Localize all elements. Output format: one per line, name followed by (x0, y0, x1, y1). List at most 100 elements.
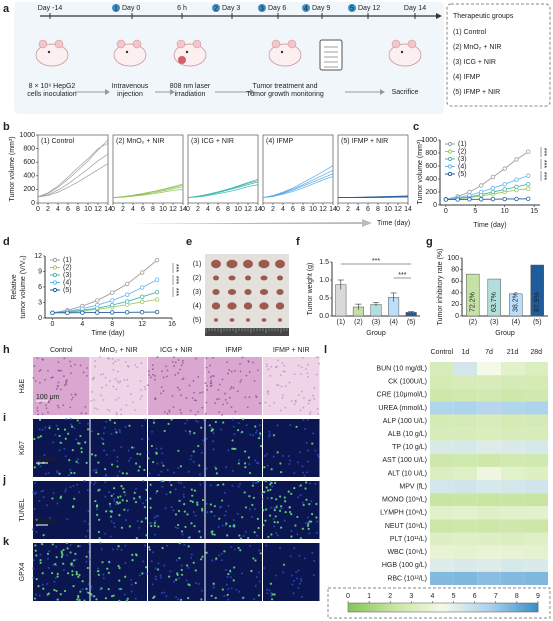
series-marker (526, 181, 531, 187)
nucleus (266, 464, 269, 467)
tumor (259, 288, 269, 296)
nucleus (68, 474, 71, 477)
nucleus (203, 442, 206, 445)
nucleus (283, 364, 286, 367)
stain-spot (119, 587, 122, 591)
nucleus (264, 401, 267, 404)
nucleus (257, 571, 260, 574)
nucleus (306, 372, 309, 375)
stain-spot (143, 468, 146, 472)
nucleus (186, 419, 189, 422)
x-tick-label: 8 (301, 206, 305, 213)
stain-spot (167, 422, 170, 426)
step-number: 1 (114, 5, 118, 12)
colorbar-frame (347, 602, 539, 613)
nucleus (289, 555, 292, 558)
stain-spot (283, 496, 286, 499)
heat-cell (453, 506, 478, 520)
stain-spot (270, 496, 273, 500)
heat-cell (477, 532, 501, 546)
nucleus (37, 460, 40, 463)
column-header: IFMP (225, 347, 242, 354)
stain-spot (254, 425, 257, 428)
nucleus (297, 569, 300, 572)
stain-spot (37, 585, 40, 588)
stain-spot (120, 485, 123, 488)
nucleus (74, 558, 77, 561)
nucleus (180, 412, 183, 414)
stain-spot (145, 488, 148, 492)
nucleus (212, 375, 215, 377)
heat-cell (453, 362, 478, 376)
nucleus (93, 483, 96, 486)
stain-spot (133, 491, 136, 494)
stain-spot (214, 467, 218, 470)
nucleus (256, 481, 259, 484)
nucleus (305, 441, 308, 444)
heat-cell (524, 532, 548, 546)
nucleus (109, 380, 111, 383)
colorbar-step (503, 603, 507, 612)
stain-spot (272, 434, 276, 437)
nucleus (104, 376, 107, 379)
stain-spot (76, 419, 79, 422)
x-tick-label: 10 (384, 206, 392, 213)
mouse-eye (47, 50, 51, 54)
nucleus (139, 497, 142, 500)
heat-cell (453, 375, 478, 389)
stain-spot (210, 594, 213, 597)
he-image (33, 357, 90, 415)
y-tick-label: 0.5 (319, 295, 329, 302)
series-marker (502, 181, 507, 187)
nucleus (308, 413, 311, 415)
mouse-body (268, 43, 302, 67)
nucleus (230, 587, 233, 590)
nucleus (130, 393, 132, 395)
nucleus (217, 388, 220, 391)
nucleus (94, 481, 97, 484)
heat-cell (477, 453, 501, 467)
y-axis-label: Tumor volume (mm³) (9, 136, 16, 201)
nucleus (159, 576, 162, 579)
x-tick-label: (2) (468, 319, 477, 326)
nucleus (63, 357, 66, 360)
nucleus (99, 394, 102, 397)
nucleus (57, 369, 60, 372)
nucleus (224, 399, 227, 401)
fluorescence-image (263, 481, 320, 539)
x-tick-label: 14 (104, 206, 112, 213)
heat-cell (524, 401, 548, 415)
nucleus (177, 598, 180, 601)
panel-letter: k (3, 536, 10, 548)
series-marker (478, 189, 484, 195)
nucleus (178, 577, 181, 580)
row-label: NEUT (10⁹/L) (385, 523, 427, 530)
nucleus (129, 457, 132, 460)
legend-label: (4) (63, 279, 72, 286)
stain-spot (269, 488, 272, 491)
nucleus (228, 396, 231, 399)
nucleus (174, 374, 177, 376)
nucleus (221, 414, 224, 416)
group-item: (5) IFMP + NIR (453, 89, 500, 96)
nucleus (302, 418, 305, 421)
step-number: 4 (304, 5, 308, 12)
stain-spot (56, 572, 59, 575)
stain-spot (211, 533, 214, 536)
stain-spot (247, 537, 250, 540)
stain-spot (264, 480, 267, 483)
fluorescence-image (90, 419, 147, 477)
series-line (52, 259, 158, 314)
significance: *** (172, 264, 179, 272)
stain-spot (138, 465, 141, 468)
nucleus (277, 384, 280, 387)
fluorescence-image (33, 481, 90, 539)
nucleus (108, 491, 111, 494)
nucleus (47, 411, 49, 414)
nucleus (163, 591, 166, 594)
stain-spot (116, 496, 120, 499)
nucleus (90, 587, 93, 590)
nucleus (157, 473, 160, 476)
series-marker (154, 309, 160, 315)
stain-spot (149, 506, 152, 509)
